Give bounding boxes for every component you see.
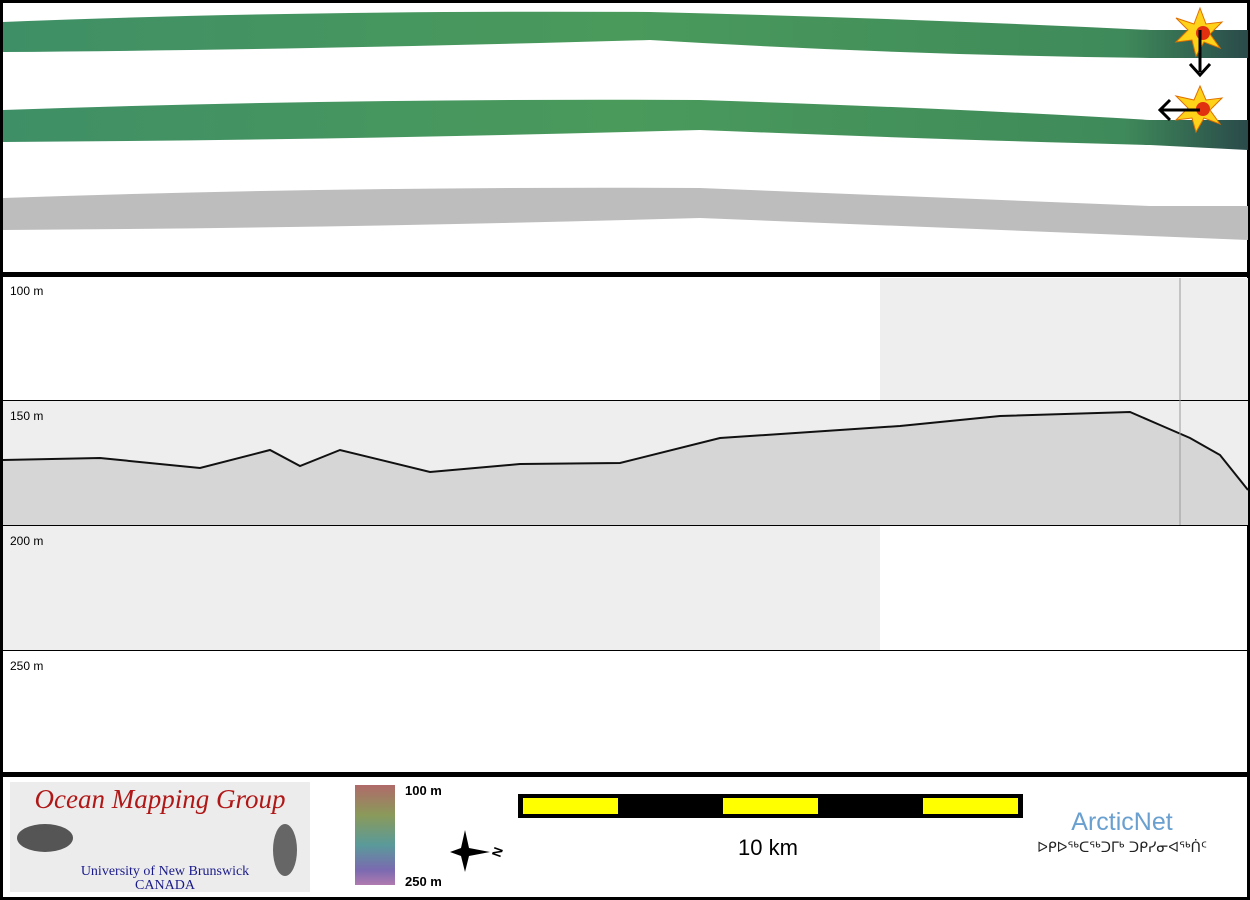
logo-title: Ocean Mapping Group: [35, 784, 286, 814]
divider: [0, 272, 1250, 277]
logo-university: University of New Brunswick: [81, 864, 249, 879]
scale-bar-segment: [923, 798, 1018, 814]
depth-label: 100 m: [10, 284, 43, 298]
colorbar-label: 250 m: [405, 874, 442, 889]
seabed-return: [3, 412, 1248, 525]
depth-label: 150 m: [10, 409, 43, 423]
scale-bar-segment: [723, 798, 818, 814]
row-lines: [3, 400, 1248, 651]
logo-art: [17, 824, 73, 852]
colorbar-label: 100 m: [405, 783, 442, 798]
scale-label: 10 km: [738, 835, 798, 860]
bathymetry-strip: [3, 99, 1248, 150]
profile-row-bg: [880, 278, 1248, 400]
backscatter-strip: [3, 187, 1248, 240]
bathymetry-strip: [3, 11, 1248, 58]
logo-art: [273, 824, 297, 876]
divider: [0, 772, 1250, 777]
depth-label: 200 m: [10, 534, 43, 548]
partner-syllabics: ᐅᑭᐅᖅᑕᖅᑐᒥᒃ ᑐᑭᓯᓂᐊᖅᑏᑦ: [1037, 839, 1207, 856]
depth-label: 250 m: [10, 659, 43, 673]
logo-country: CANADA: [135, 878, 196, 893]
profile-row-bg: [3, 526, 880, 650]
colorbar: [355, 785, 395, 885]
scale-bar-segment: [523, 798, 618, 814]
partner-name: ArcticNet: [1071, 808, 1172, 836]
seabed-profile: [2, 410, 1249, 491]
event-marker: [1174, 6, 1224, 78]
event-marker: [1157, 84, 1224, 134]
compass: [450, 830, 490, 872]
